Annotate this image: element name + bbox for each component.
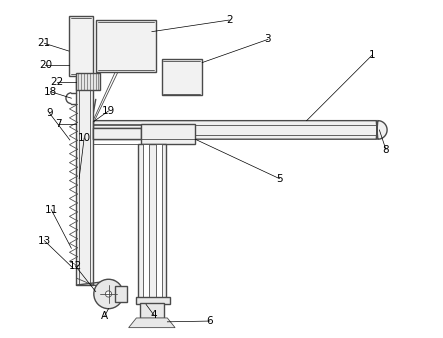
Circle shape xyxy=(105,291,112,297)
Text: 1: 1 xyxy=(369,50,376,60)
Bar xyxy=(76,73,101,90)
Text: 10: 10 xyxy=(78,133,91,143)
Bar xyxy=(141,124,195,144)
Text: 5: 5 xyxy=(276,174,283,184)
Text: 2: 2 xyxy=(226,15,233,25)
Text: 11: 11 xyxy=(45,204,58,215)
Bar xyxy=(140,303,164,318)
Circle shape xyxy=(94,279,123,309)
Bar xyxy=(93,128,141,139)
Bar xyxy=(156,144,162,298)
Text: 19: 19 xyxy=(102,106,115,116)
Text: 4: 4 xyxy=(151,310,157,320)
Text: 21: 21 xyxy=(38,38,51,48)
Text: 20: 20 xyxy=(39,59,52,70)
Bar xyxy=(162,59,202,96)
Bar xyxy=(76,77,93,285)
Polygon shape xyxy=(92,121,387,139)
Bar xyxy=(96,20,156,72)
Text: 12: 12 xyxy=(69,261,82,271)
Text: 18: 18 xyxy=(44,87,57,97)
Text: 22: 22 xyxy=(51,77,64,87)
Text: 6: 6 xyxy=(206,316,213,326)
Polygon shape xyxy=(128,318,175,328)
Text: 9: 9 xyxy=(46,108,53,118)
Text: 8: 8 xyxy=(383,145,389,155)
Bar xyxy=(143,144,149,298)
Text: 7: 7 xyxy=(55,119,62,129)
Bar xyxy=(115,286,127,302)
Bar xyxy=(69,16,93,76)
Text: 3: 3 xyxy=(264,34,271,44)
Text: A: A xyxy=(101,311,108,321)
Bar xyxy=(138,144,166,298)
Bar xyxy=(136,297,170,305)
Text: 13: 13 xyxy=(38,236,51,246)
